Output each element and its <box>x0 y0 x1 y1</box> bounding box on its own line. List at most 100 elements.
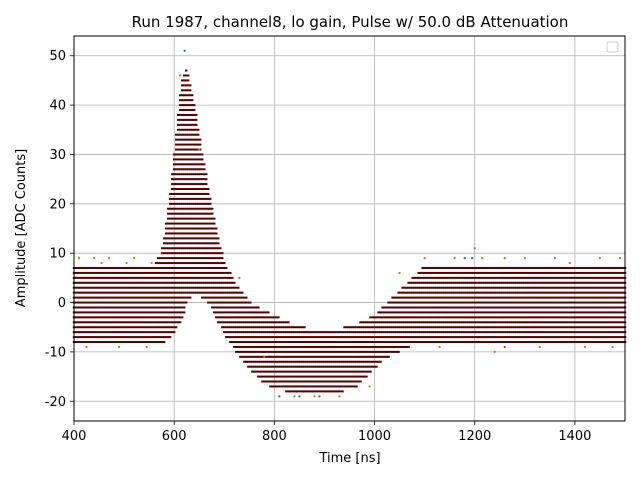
band-point <box>415 286 418 289</box>
band-point <box>449 331 452 334</box>
band-point <box>257 355 260 358</box>
band-point <box>495 331 498 334</box>
band-point <box>575 301 579 304</box>
band-point <box>407 306 410 309</box>
band-point <box>391 301 394 304</box>
band-point <box>435 271 438 274</box>
band-point <box>203 252 206 255</box>
band-point <box>172 331 176 334</box>
band-point <box>621 291 625 294</box>
band-point <box>247 345 250 348</box>
band-point <box>223 301 226 304</box>
band-point <box>189 143 192 146</box>
x-tick-label: 600 <box>162 429 187 444</box>
band-point <box>551 266 555 269</box>
band-point <box>355 385 358 388</box>
band-point <box>377 331 380 334</box>
band-point <box>601 271 605 274</box>
band-point <box>489 291 492 294</box>
band-point <box>533 276 537 279</box>
band-point <box>160 316 164 319</box>
band-point <box>267 336 270 339</box>
band-point <box>235 321 238 324</box>
band-point <box>397 326 400 329</box>
band-point <box>170 173 174 176</box>
band-point <box>251 370 254 373</box>
band-point <box>547 266 551 269</box>
band-point <box>613 341 617 344</box>
band-point <box>299 336 302 339</box>
band-point <box>475 291 478 294</box>
band-point <box>285 326 288 329</box>
band-point <box>561 296 565 299</box>
band-point <box>201 296 204 299</box>
band-point <box>160 301 164 304</box>
band-point <box>409 316 412 319</box>
band-point <box>343 336 346 339</box>
band-point <box>473 291 476 294</box>
band-point <box>271 360 274 363</box>
band-point <box>417 316 420 319</box>
band-point <box>501 281 504 284</box>
band-point <box>299 365 302 368</box>
band-point <box>197 257 200 260</box>
band-point <box>255 360 258 363</box>
band-point <box>253 355 256 358</box>
band-point <box>231 291 234 294</box>
band-point <box>441 311 444 314</box>
band-point <box>485 296 488 299</box>
band-point <box>195 212 198 215</box>
band-point <box>389 306 392 309</box>
band-point <box>457 301 460 304</box>
band-point <box>307 370 310 373</box>
band-point <box>389 326 392 329</box>
band-point <box>449 341 452 344</box>
band-point <box>195 257 198 260</box>
band-point <box>162 306 166 309</box>
band-point <box>521 301 525 304</box>
band-point <box>613 276 617 279</box>
band-point <box>185 192 188 195</box>
band-point <box>273 385 276 388</box>
band-point <box>559 301 563 304</box>
band-point <box>563 326 567 329</box>
band-point <box>499 326 502 329</box>
band-point <box>457 321 460 324</box>
band-point <box>178 113 182 116</box>
band-point <box>229 326 232 329</box>
band-point <box>277 360 280 363</box>
band-point <box>174 202 178 205</box>
band-point <box>183 306 186 309</box>
band-point <box>583 311 587 314</box>
band-point <box>178 148 182 151</box>
band-point <box>421 296 424 299</box>
band-point <box>197 143 200 146</box>
band-point <box>407 336 410 339</box>
band-point <box>201 291 204 294</box>
band-point <box>419 296 422 299</box>
band-point <box>187 89 190 92</box>
band-point <box>383 311 386 314</box>
band-point <box>451 281 454 284</box>
band-point <box>233 296 236 299</box>
band-point <box>307 385 310 388</box>
band-point <box>199 237 202 240</box>
band-point <box>195 276 198 279</box>
band-point <box>100 331 104 334</box>
band-point <box>553 311 557 314</box>
band-point <box>327 341 330 344</box>
band-point <box>319 365 322 368</box>
band-point <box>309 350 312 353</box>
band-point <box>168 301 172 304</box>
band-point <box>453 276 456 279</box>
band-point <box>158 316 162 319</box>
band-point <box>325 345 328 348</box>
band-point <box>146 301 150 304</box>
band-point <box>178 128 182 131</box>
band-point <box>475 341 478 344</box>
band-point <box>339 341 342 344</box>
band-point <box>475 271 478 274</box>
band-point <box>487 291 490 294</box>
band-point <box>603 331 607 334</box>
band-point <box>162 311 166 314</box>
